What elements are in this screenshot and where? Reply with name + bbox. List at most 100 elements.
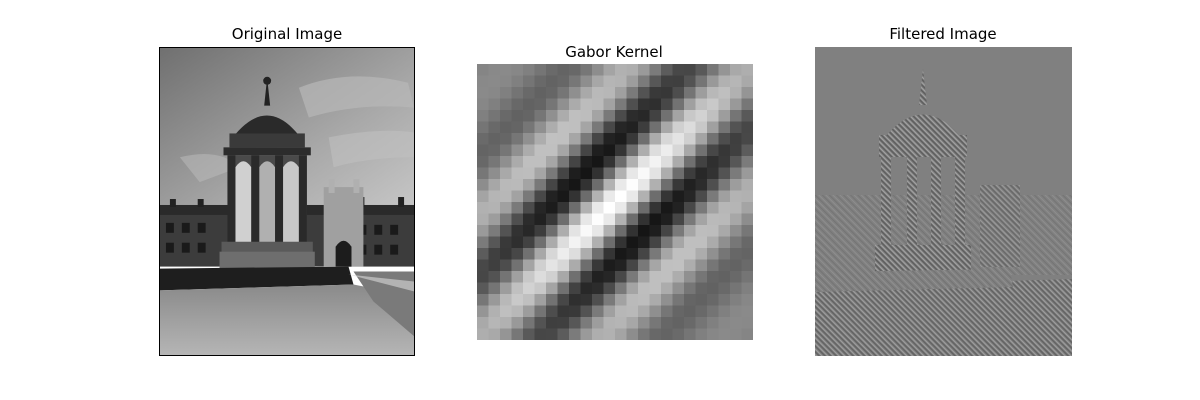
kernel-cell — [638, 248, 650, 260]
kernel-cell — [488, 271, 501, 283]
kernel-cell — [488, 179, 501, 191]
kernel-cell — [649, 282, 662, 295]
kernel-cell — [603, 294, 616, 306]
kernel-cell — [730, 328, 742, 340]
kernel-cell — [580, 259, 593, 272]
kernel-cell — [672, 110, 685, 122]
kernel-cell — [580, 75, 593, 88]
kernel-cell — [626, 271, 639, 283]
kernel-cell — [511, 144, 524, 157]
kernel-cell — [511, 190, 524, 203]
kernel-cell — [511, 271, 524, 283]
kernel-cell — [695, 259, 708, 272]
kernel-cell — [534, 248, 547, 260]
kernel-cell — [649, 317, 662, 329]
kernel-cell — [477, 317, 489, 329]
kernel-cell — [661, 64, 673, 76]
kernel-cell — [569, 156, 581, 168]
kernel-cell — [615, 156, 627, 168]
kernel-cell — [707, 110, 719, 122]
kernel-cell — [649, 213, 662, 226]
kernel-cell — [649, 156, 662, 168]
kernel-cell — [477, 190, 489, 203]
kernel-cell — [626, 110, 639, 122]
kernel-cell — [592, 213, 604, 226]
kernel-cell — [488, 190, 501, 203]
kernel-cell — [638, 98, 650, 111]
kernel-cell — [580, 202, 593, 214]
kernel-cell — [523, 202, 535, 214]
kernel-cell — [500, 317, 512, 329]
kernel-cell — [500, 190, 512, 203]
kernel-cell — [580, 190, 593, 203]
kernel-cell — [649, 225, 662, 237]
kernel-cell — [718, 144, 731, 157]
kernel-cell — [626, 202, 639, 214]
kernel-cell — [649, 144, 662, 157]
kernel-cell — [741, 110, 753, 122]
kernel-cell — [603, 225, 616, 237]
kernel-cell — [695, 282, 708, 295]
kernel-cell — [615, 236, 627, 249]
filtered-image — [815, 47, 1072, 356]
kernel-cell — [546, 248, 558, 260]
kernel-cell — [707, 225, 719, 237]
kernel-cell — [546, 305, 558, 318]
kernel-cell — [500, 98, 512, 111]
kernel-cell — [730, 294, 742, 306]
kernel-cell — [649, 98, 662, 111]
kernel-cell — [672, 317, 685, 329]
kernel-cell — [534, 202, 547, 214]
kernel-cell — [546, 190, 558, 203]
kernel-cell — [661, 144, 673, 157]
kernel-cell — [615, 110, 627, 122]
kernel-cell — [741, 236, 753, 249]
kernel-cell — [741, 179, 753, 191]
kernel-cell — [477, 202, 489, 214]
kernel-cell — [730, 98, 742, 111]
kernel-cell — [500, 328, 512, 340]
kernel-cell — [741, 213, 753, 226]
kernel-cell — [511, 133, 524, 145]
kernel-cell — [684, 64, 696, 76]
kernel-cell — [661, 328, 673, 340]
kernel-cell — [477, 259, 489, 272]
kernel-cell — [707, 179, 719, 191]
kernel-cell — [741, 305, 753, 318]
kernel-cell — [592, 110, 604, 122]
kernel-cell — [546, 98, 558, 111]
kernel-cell — [500, 179, 512, 191]
kernel-cell — [557, 98, 570, 111]
kernel-cell — [638, 75, 650, 88]
kernel-cell — [649, 328, 662, 340]
kernel-cell — [534, 179, 547, 191]
kernel-cell — [511, 259, 524, 272]
kernel-cell — [707, 156, 719, 168]
kernel-cell — [488, 202, 501, 214]
kernel-cell — [534, 190, 547, 203]
kernel-cell — [615, 167, 627, 180]
kernel-cell — [718, 133, 731, 145]
kernel-cell — [741, 225, 753, 237]
kernel-cell — [592, 202, 604, 214]
kernel-cell — [592, 87, 604, 99]
kernel-cell — [626, 294, 639, 306]
kernel-cell — [580, 236, 593, 249]
kernel-cell — [718, 64, 731, 76]
kernel-cell — [707, 236, 719, 249]
kernel-cell — [672, 190, 685, 203]
kernel-cell — [557, 328, 570, 340]
kernel-cell — [488, 328, 501, 340]
kernel-cell — [649, 110, 662, 122]
kernel-cell — [523, 271, 535, 283]
kernel-cell — [684, 236, 696, 249]
kernel-cell — [741, 328, 753, 340]
kernel-cell — [626, 236, 639, 249]
kernel-cell — [511, 225, 524, 237]
kernel-cell — [718, 87, 731, 99]
kernel-cell — [695, 121, 708, 134]
kernel-cell — [477, 167, 489, 180]
kernel-cell — [741, 282, 753, 295]
kernel-cell — [488, 167, 501, 180]
kernel-cell — [557, 179, 570, 191]
